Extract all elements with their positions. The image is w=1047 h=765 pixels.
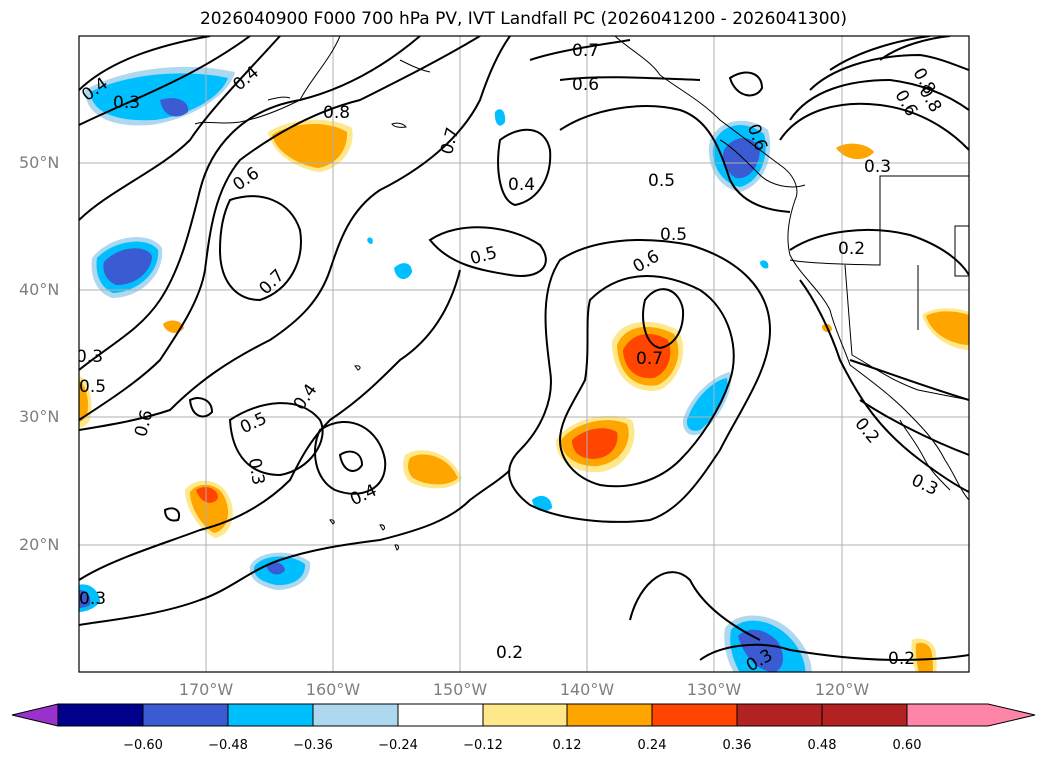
lon-label-140w: 140°W [559, 680, 615, 699]
contour-label: 0.5 [660, 225, 687, 245]
colorbar-cell [397, 703, 484, 727]
colorbar-extend-min [11, 703, 59, 727]
colorbar-tick-label: 0.60 [892, 738, 922, 753]
contour-label: 0.3 [76, 347, 103, 367]
contour-label: 0.2 [496, 643, 523, 663]
contour-labels: 0.4 0.3 0.4 0.8 0.7 0.7 0.6 0.6 0.4 0.5 … [76, 41, 945, 672]
contour-label: 0.7 [437, 125, 463, 156]
contour-label: 0.6 [572, 75, 599, 95]
colorbar-tick-label: 0.12 [552, 738, 582, 753]
contour-label: 0.7 [572, 41, 599, 61]
lat-label-40n: 40°N [19, 280, 60, 299]
contour-label: 0.4 [229, 62, 263, 95]
pv-contours [79, 36, 969, 662]
lon-label-170w: 170°W [178, 680, 234, 699]
colorbar-tick-label: −0.36 [293, 738, 333, 753]
colorbar-tick-label: −0.24 [378, 738, 418, 753]
contour-label: 0.3 [79, 589, 106, 609]
lat-label-20n: 20°N [19, 535, 60, 554]
contour-label: 0.6 [131, 408, 157, 439]
colorbar-cell [312, 703, 399, 727]
colorbar-tick-label: 0.36 [722, 738, 752, 753]
contour-label: 0.2 [888, 649, 915, 669]
colorbar-cell [651, 703, 738, 727]
contour-label: 0.5 [79, 377, 106, 397]
map-frame [78, 35, 970, 673]
contour-label: 0.8 [323, 103, 350, 123]
colorbar-tick-label: 0.24 [637, 738, 667, 753]
coastlines [194, 36, 969, 551]
lon-label-120w: 120°W [814, 680, 870, 699]
map-panel: 0.4 0.3 0.4 0.8 0.7 0.7 0.6 0.6 0.4 0.5 … [76, 35, 970, 673]
contour-label: 0.3 [864, 157, 891, 177]
colorbar-tick-label: −0.12 [463, 738, 503, 753]
contour-label: 0.2 [838, 239, 865, 259]
lat-label-30n: 30°N [19, 407, 60, 426]
contour-label: 0.7 [255, 266, 288, 299]
lon-label-130w: 130°W [686, 680, 742, 699]
colorbar-tick-label: −0.48 [208, 738, 248, 753]
contour-label: 0.5 [468, 243, 499, 269]
lon-label-150w: 150°W [432, 680, 488, 699]
colorbar-cell [821, 703, 908, 727]
colorbar-cell [482, 703, 568, 727]
colorbar-cell [227, 703, 314, 727]
colorbar [11, 703, 1036, 727]
colorbar-tick-label: −0.60 [123, 738, 163, 753]
contour-label: 0.3 [244, 457, 268, 487]
contour-label: 0.4 [508, 175, 535, 195]
colorbar-tick-label: 0.48 [807, 738, 837, 753]
colorbar-cell [57, 703, 144, 727]
colorbar-cell [142, 703, 229, 727]
colorbar-cell [736, 703, 823, 727]
contour-label: 0.2 [850, 414, 883, 448]
map-title: 2026040900 F000 700 hPa PV, IVT Landfall… [199, 9, 847, 29]
lon-label-160w: 160°W [305, 680, 361, 699]
lat-label-50n: 50°N [19, 153, 60, 172]
contour-label: 0.4 [290, 380, 322, 414]
gridlines [79, 36, 969, 672]
contour-label: 0.6 [630, 246, 663, 277]
contour-label: 0.5 [648, 171, 675, 191]
contour-label: 0.4 [347, 481, 380, 511]
contour-label: 0.7 [636, 349, 663, 369]
colorbar-cell [566, 703, 653, 727]
contour-label: 0.3 [113, 93, 140, 113]
